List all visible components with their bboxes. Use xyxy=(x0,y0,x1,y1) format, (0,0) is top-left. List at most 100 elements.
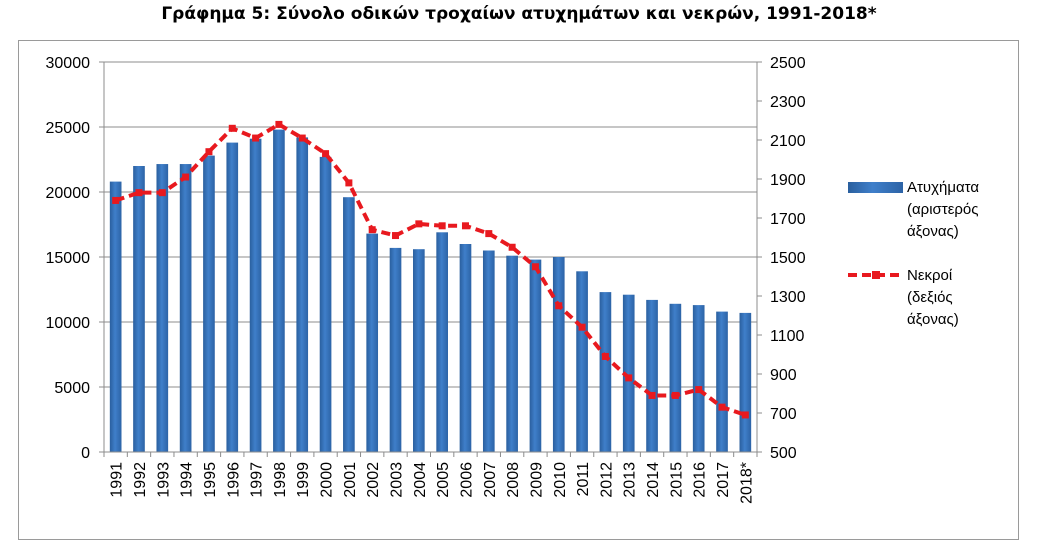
axes xyxy=(99,61,762,457)
right-tick-label: 500 xyxy=(770,445,797,462)
line-point xyxy=(438,222,446,230)
bar xyxy=(203,155,215,452)
right-tick-label: 2300 xyxy=(770,94,806,111)
x-tick-label: 2013 xyxy=(622,462,639,498)
x-tick-label: 2007 xyxy=(482,462,499,498)
right-tick-label: 1700 xyxy=(770,211,806,228)
right-tick-label: 900 xyxy=(770,367,797,384)
line-point xyxy=(345,179,353,187)
line-point xyxy=(485,230,493,238)
x-tick-label: 1992 xyxy=(132,462,149,498)
legend-label-bars: (αριστερός xyxy=(907,201,979,218)
deaths-line xyxy=(115,122,746,417)
left-tick-label: 5000 xyxy=(54,380,90,397)
x-tick-label: 2015 xyxy=(668,462,685,498)
line-point xyxy=(601,352,609,360)
bar xyxy=(273,129,285,452)
right-tick-label: 1100 xyxy=(770,328,805,345)
line-point xyxy=(252,134,260,142)
line-point xyxy=(695,386,703,394)
line-point xyxy=(531,263,539,271)
left-tick-label: 10000 xyxy=(46,315,91,332)
line-point xyxy=(578,323,586,331)
x-tick-label: 1999 xyxy=(295,462,312,498)
x-tick-label: 2018* xyxy=(738,462,755,504)
bar xyxy=(226,142,239,452)
x-tick-label: 2017 xyxy=(715,462,732,498)
x-tick-label: 2010 xyxy=(552,462,569,498)
line-series xyxy=(112,120,749,419)
right-tick-label: 2100 xyxy=(770,133,806,150)
line-point xyxy=(415,220,423,228)
bar xyxy=(552,257,565,452)
bar xyxy=(622,294,635,452)
line-point xyxy=(322,150,330,158)
bar xyxy=(529,259,542,452)
line-point xyxy=(461,222,469,230)
bar xyxy=(249,138,262,452)
x-tick-label: 2012 xyxy=(598,462,615,498)
left-tick-label: 0 xyxy=(81,445,90,462)
chart-frame xyxy=(18,40,1019,540)
bar xyxy=(389,247,402,452)
x-tick-label: 2008 xyxy=(505,462,522,498)
bar xyxy=(482,250,495,452)
x-tick-label: 1997 xyxy=(249,462,266,498)
x-tick-label: 2004 xyxy=(412,462,429,498)
left-tick-label: 25000 xyxy=(46,120,91,137)
right-tick-label: 1300 xyxy=(770,289,806,306)
bar xyxy=(599,292,612,452)
bar xyxy=(179,164,192,453)
bar xyxy=(716,311,728,452)
left-tick-label: 30000 xyxy=(46,55,91,72)
x-tick-label: 2000 xyxy=(319,462,336,498)
line-point xyxy=(298,134,306,142)
line-point xyxy=(158,189,166,197)
right-tick-label: 1900 xyxy=(770,172,806,189)
x-tick-label: 1993 xyxy=(155,462,172,498)
legend-label-line: (δεξιός xyxy=(907,289,953,306)
legend: Ατυχήματα (αριστερός άξονας) Νεκροί (δεξιός ά… xyxy=(848,179,979,328)
line-point xyxy=(228,124,236,132)
right-tick-label: 1500 xyxy=(770,250,806,267)
x-tick-label: 1998 xyxy=(272,462,289,498)
x-tick-label: 2005 xyxy=(435,462,452,498)
line-point xyxy=(112,196,120,204)
bar xyxy=(109,181,122,452)
x-tick-label: 2009 xyxy=(528,462,545,498)
x-tick-label: 2016 xyxy=(692,462,709,498)
line-point xyxy=(275,120,283,128)
line-point xyxy=(182,173,190,181)
chart-title: Γράφημα 5: Σύνολο οδικών τροχαίων ατυχημ… xyxy=(161,4,877,24)
x-tick-label: 2003 xyxy=(389,462,406,498)
bar-series xyxy=(109,129,752,453)
line-point xyxy=(368,226,376,234)
x-tick-label: 1991 xyxy=(109,462,126,498)
legend-label-bars: Ατυχήματα xyxy=(907,179,979,196)
bar xyxy=(669,303,682,452)
line-point xyxy=(671,391,679,399)
x-tick-label: 1996 xyxy=(225,462,242,498)
bar xyxy=(413,249,425,452)
x-tick-label: 1994 xyxy=(179,462,196,498)
bar xyxy=(436,232,448,452)
legend-label-line: Νεκροί xyxy=(907,267,953,284)
x-tick-label: 2002 xyxy=(365,462,382,498)
left-tick-label: 15000 xyxy=(46,250,91,267)
bar xyxy=(692,305,705,452)
bar xyxy=(646,299,658,452)
left-tick-label: 20000 xyxy=(46,185,91,202)
bar xyxy=(319,156,332,452)
bar xyxy=(343,197,355,452)
bar xyxy=(576,271,588,452)
legend-swatch-bars xyxy=(848,182,903,193)
x-tick-label: 2001 xyxy=(342,462,359,498)
tick-labels: 0 5000 10000 15000 20000 25000 30000 500 700 900 1… xyxy=(46,55,806,504)
x-tick-label: 2006 xyxy=(458,462,475,498)
bar xyxy=(739,312,752,452)
line-point xyxy=(741,411,749,419)
line-point xyxy=(135,189,143,197)
legend-label-line: άξονας) xyxy=(907,311,959,328)
line-point xyxy=(648,391,656,399)
